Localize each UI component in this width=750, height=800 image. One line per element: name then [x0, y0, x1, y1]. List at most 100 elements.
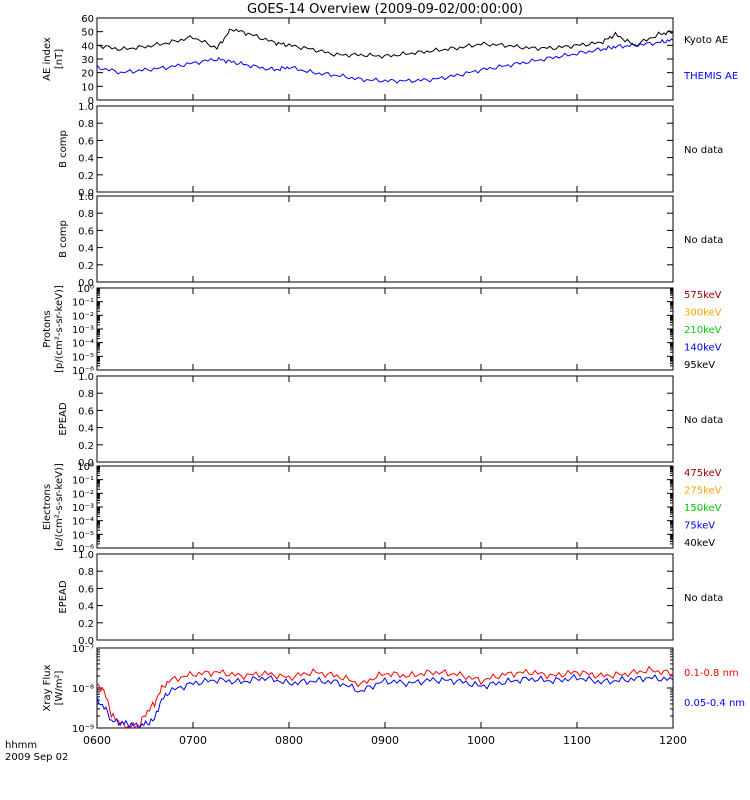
- series-line: [96, 28, 674, 59]
- panel-frame: [96, 195, 674, 283]
- y-tick-label: 40: [81, 41, 94, 52]
- legend-entry: Kyoto AE: [684, 35, 728, 46]
- legend-entry: 300keV: [684, 308, 722, 319]
- no-data-label: No data: [684, 593, 723, 604]
- y-axis-unit: [p/(cm²-s-sr-keV)]: [54, 285, 65, 373]
- y-tick-label: 10⁻⁴: [72, 517, 94, 528]
- y-tick-label: 20: [81, 69, 94, 80]
- y-axis-label: B comp: [58, 220, 69, 258]
- y-tick-label: 0.8: [78, 209, 94, 220]
- panel-frame: [96, 375, 674, 463]
- legend-entry: 575keV: [684, 290, 722, 301]
- y-tick-label: 0.8: [78, 567, 94, 578]
- y-tick-label: 10⁻⁶: [72, 366, 94, 377]
- series-line: [96, 673, 674, 729]
- y-tick-label: 1.0: [78, 550, 94, 561]
- legend-entry: THEMIS AE: [683, 71, 738, 82]
- y-axis-label: B comp: [58, 130, 69, 168]
- y-axis-label: AE index: [42, 37, 53, 81]
- y-tick-label: 0.0: [78, 188, 94, 199]
- x-tick-label: 0600: [83, 734, 111, 747]
- legend-entry: 210keV: [684, 325, 722, 336]
- no-data-label: No data: [684, 415, 723, 426]
- page-title: GOES-14 Overview (2009-09-02/00:00:00): [247, 2, 523, 17]
- y-tick-label: 1.0: [78, 102, 94, 113]
- y-tick-label: 10⁻⁴: [72, 339, 94, 350]
- y-tick-label: 10⁻⁶: [72, 544, 94, 555]
- y-tick-label: 10⁻⁵: [72, 530, 94, 541]
- y-tick-label: 0.2: [78, 171, 94, 182]
- legend-entry: 0.1-0.8 nm: [684, 668, 739, 679]
- y-tick-label: 0.0: [78, 636, 94, 647]
- y-axis-label: EPEAD: [58, 580, 69, 614]
- x-tick-label: 0700: [179, 734, 207, 747]
- y-tick-label: 0.6: [78, 136, 94, 147]
- y-tick-label: 0.4: [78, 244, 94, 255]
- no-data-label: No data: [684, 235, 723, 246]
- y-tick-label: 10⁰: [77, 462, 94, 473]
- y-tick-label: 0.2: [78, 619, 94, 630]
- x-tick-label: 1000: [467, 734, 495, 747]
- no-data-label: No data: [684, 145, 723, 156]
- y-tick-label: 0.2: [78, 441, 94, 452]
- y-tick-label: 0.8: [78, 389, 94, 400]
- y-tick-label: 0.6: [78, 406, 94, 417]
- y-axis-label: Protons: [42, 310, 53, 347]
- y-tick-label: 0.6: [78, 584, 94, 595]
- panel-frame: [96, 17, 674, 101]
- y-tick-label: 0.4: [78, 602, 94, 613]
- y-tick-label: 10⁻⁷: [72, 644, 94, 655]
- y-axis-label: Xray Flux: [42, 664, 53, 711]
- x-tick-label: 0900: [371, 734, 399, 747]
- panel-frame: [96, 465, 674, 549]
- y-tick-label: 0.4: [78, 154, 94, 165]
- x-tick-label: 0800: [275, 734, 303, 747]
- y-tick-label: 0.6: [78, 226, 94, 237]
- y-tick-label: 50: [81, 28, 94, 39]
- y-tick-label: 10⁰: [77, 284, 94, 295]
- y-tick-label: 1.0: [78, 192, 94, 203]
- legend-entry: 150keV: [684, 503, 722, 514]
- legend-entry: 140keV: [684, 343, 722, 354]
- y-tick-label: 0.8: [78, 119, 94, 130]
- y-tick-label: 10⁻¹: [72, 298, 94, 309]
- series-line: [96, 38, 674, 84]
- y-tick-label: 10⁻⁹: [72, 724, 94, 735]
- legend-entry: 75keV: [684, 521, 715, 532]
- x-tick-label: 1100: [563, 734, 591, 747]
- y-tick-label: 30: [81, 55, 94, 66]
- series-line: [96, 665, 674, 729]
- legend-entry: 95keV: [684, 360, 715, 371]
- time-footer-date: 2009 Sep 02: [5, 752, 68, 763]
- panel-frame: [96, 105, 674, 193]
- y-tick-label: 0.2: [78, 261, 94, 272]
- x-tick-label: 1200: [659, 734, 687, 747]
- y-tick-label: 10⁻¹: [72, 476, 94, 487]
- y-tick-label: 10⁻²: [72, 489, 94, 500]
- y-tick-label: 10: [81, 82, 94, 93]
- legend-entry: 475keV: [684, 468, 722, 479]
- y-tick-label: 10⁻⁸: [72, 684, 94, 695]
- y-tick-label: 0: [88, 96, 94, 107]
- y-axis-unit: [W/m²]: [54, 670, 65, 705]
- y-tick-label: 0.4: [78, 424, 94, 435]
- legend-entry: 0.05-0.4 nm: [684, 698, 745, 709]
- y-tick-label: 10⁻³: [72, 325, 94, 336]
- y-tick-label: 0.0: [78, 458, 94, 469]
- y-tick-label: 10⁻³: [72, 503, 94, 514]
- legend-entry: 275keV: [684, 486, 722, 497]
- y-tick-label: 10⁻⁵: [72, 352, 94, 363]
- y-axis-unit: [nT]: [54, 49, 65, 69]
- panel-frame: [96, 553, 674, 641]
- y-tick-label: 60: [81, 14, 94, 25]
- y-tick-label: 0.0: [78, 278, 94, 289]
- y-axis-label: Electrons: [42, 484, 53, 530]
- y-axis-label: EPEAD: [58, 402, 69, 436]
- y-axis-unit: [e/(cm²-s-sr-keV)]: [54, 463, 65, 551]
- panel-frame: [96, 287, 674, 371]
- y-tick-label: 10⁻²: [72, 311, 94, 322]
- y-tick-label: 1.0: [78, 372, 94, 383]
- time-footer-unit: hhmm: [5, 740, 37, 751]
- panel-frame: [96, 647, 674, 729]
